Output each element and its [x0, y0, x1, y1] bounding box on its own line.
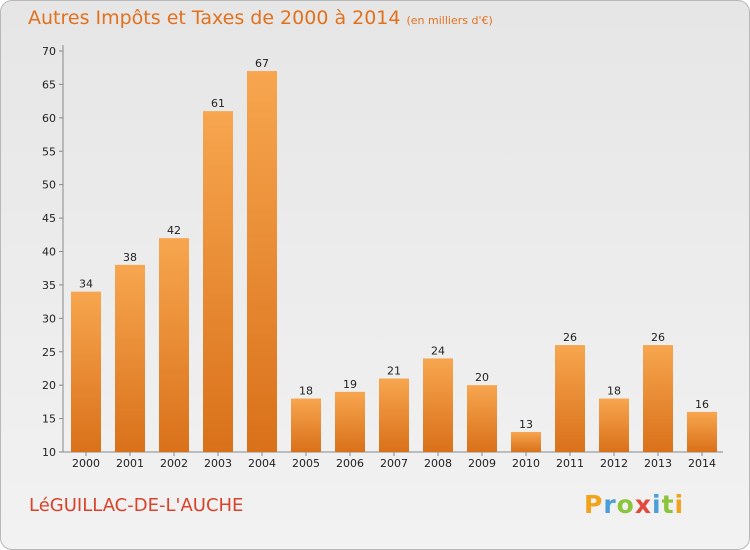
y-tick-label: 30 [42, 312, 56, 325]
logo-letter: t [661, 490, 675, 519]
data-label: 21 [387, 364, 401, 377]
logo-letter: i [652, 490, 662, 519]
y-tick-label: 20 [42, 379, 56, 392]
y-tick-label: 55 [42, 145, 56, 158]
x-tick-label: 2014 [688, 457, 716, 470]
bar [203, 111, 233, 453]
y-tick-label: 65 [42, 78, 56, 91]
bar [467, 385, 497, 452]
bar [599, 398, 629, 452]
data-label: 18 [607, 385, 621, 398]
logo-letter: o [616, 490, 635, 519]
bar [423, 358, 453, 452]
bar [247, 71, 277, 453]
data-label: 24 [431, 344, 445, 357]
y-tick-label: 25 [42, 346, 56, 359]
data-label: 26 [563, 331, 577, 344]
x-tick-label: 2005 [292, 457, 320, 470]
chart-subtitle: (en milliers d'€) [406, 14, 493, 27]
x-tick-label: 2009 [468, 457, 496, 470]
chart-title-text: Autres Impôts et Taxes de 2000 à 2014 [28, 7, 401, 29]
bar [511, 431, 541, 452]
logo-letter: r [603, 490, 617, 519]
data-label: 42 [167, 224, 181, 237]
x-tick-label: 2011 [556, 457, 584, 470]
y-tick-label: 60 [42, 112, 56, 125]
data-label: 16 [695, 398, 709, 411]
x-tick-label: 2003 [204, 457, 232, 470]
bar [335, 391, 365, 452]
bar [159, 238, 189, 452]
data-label: 67 [255, 57, 269, 70]
data-label: 26 [651, 331, 665, 344]
x-tick-label: 2002 [160, 457, 188, 470]
logo-letter: x [634, 490, 652, 519]
y-tick-label: 45 [42, 212, 56, 225]
x-tick-label: 2013 [644, 457, 672, 470]
x-tick-label: 2000 [72, 457, 100, 470]
logo-letter: i [674, 490, 685, 519]
data-label: 61 [211, 97, 225, 110]
y-tick-label: 15 [42, 413, 56, 426]
proxiti-logo: Proxiti [584, 490, 684, 519]
y-tick-label: 10 [42, 446, 56, 459]
bar [687, 411, 717, 452]
bar [291, 398, 321, 452]
city-name: LéGUILLAC-DE-L'AUCHE [29, 495, 244, 516]
data-label: 13 [519, 418, 533, 431]
y-tick-label: 35 [42, 279, 56, 292]
x-tick-label: 2006 [336, 457, 364, 470]
bar [71, 291, 101, 452]
bar [643, 345, 673, 452]
data-label: 34 [79, 278, 93, 291]
logo-letter: P [584, 490, 604, 519]
bar [379, 378, 409, 452]
x-tick-label: 2008 [424, 457, 452, 470]
x-tick-label: 2004 [248, 457, 276, 470]
data-label: 18 [299, 385, 313, 398]
data-label: 38 [123, 251, 137, 264]
y-tick-label: 70 [42, 45, 56, 58]
data-label: 20 [475, 371, 489, 384]
y-tick-label: 40 [42, 246, 56, 259]
chart-title: Autres Impôts et Taxes de 2000 à 2014 (en… [28, 7, 493, 29]
x-tick-label: 2001 [116, 457, 144, 470]
data-label: 19 [343, 378, 357, 391]
y-tick-label: 50 [42, 179, 56, 192]
x-tick-label: 2007 [380, 457, 408, 470]
x-tick-label: 2012 [600, 457, 628, 470]
x-tick-label: 2010 [512, 457, 540, 470]
bar [555, 345, 585, 452]
bar [115, 264, 145, 452]
